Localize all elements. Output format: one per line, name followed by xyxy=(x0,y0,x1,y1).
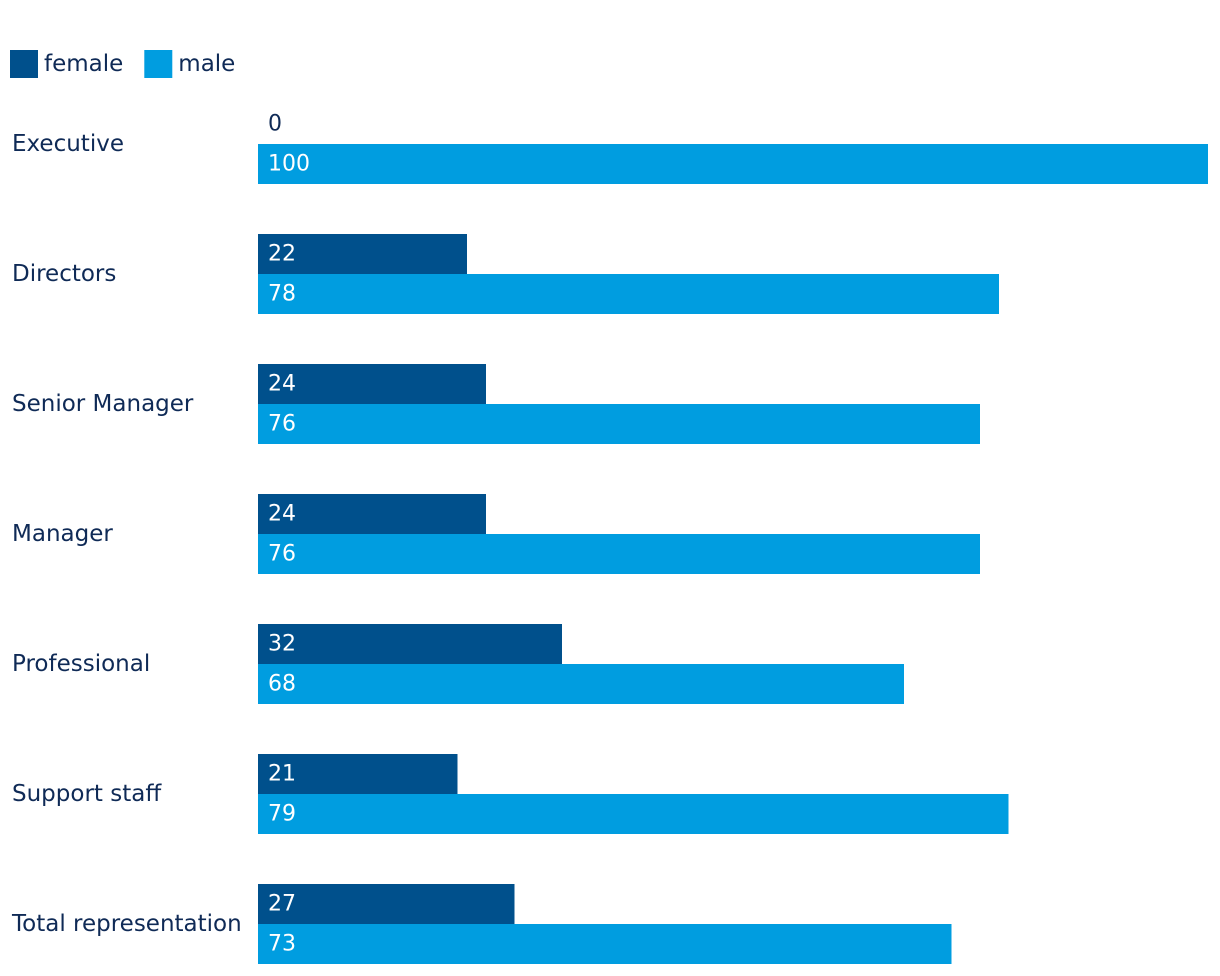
bar-male-senior-manager xyxy=(258,404,980,444)
bar-male-support-staff xyxy=(258,794,1009,834)
category-label-directors: Directors xyxy=(12,261,116,287)
value-label-male-professional: 68 xyxy=(268,672,296,697)
value-label-female-directors: 22 xyxy=(268,242,296,267)
bar-male-total-representation xyxy=(258,924,952,964)
value-label-male-total-representation: 73 xyxy=(268,932,296,957)
category-label-professional: Professional xyxy=(12,651,150,677)
category-label-manager: Manager xyxy=(12,521,113,547)
bar-female-directors xyxy=(258,234,467,274)
bar-male-professional xyxy=(258,664,904,704)
value-label-male-directors: 78 xyxy=(268,282,296,307)
legend-swatch-male xyxy=(144,50,173,78)
value-label-female-support-staff: 21 xyxy=(268,762,296,787)
category-label-support-staff: Support staff xyxy=(12,781,162,807)
category-label-executive: Executive xyxy=(12,131,124,157)
value-label-female-executive: 0 xyxy=(268,112,282,137)
category-label-total-representation: Total representation xyxy=(11,911,242,937)
value-label-female-total-representation: 27 xyxy=(268,892,296,917)
legend-label-female: female xyxy=(44,51,123,77)
value-label-male-senior-manager: 76 xyxy=(268,412,296,437)
bar-female-manager xyxy=(258,494,486,534)
value-label-female-manager: 24 xyxy=(268,502,296,527)
bar-female-senior-manager xyxy=(258,364,486,404)
bar-female-professional xyxy=(258,624,562,664)
value-label-female-professional: 32 xyxy=(268,632,296,657)
value-label-male-manager: 76 xyxy=(268,542,296,567)
bar-male-manager xyxy=(258,534,980,574)
bar-female-support-staff xyxy=(258,754,458,794)
legend-swatch-female xyxy=(10,50,38,78)
bar-male-executive xyxy=(258,144,1208,184)
value-label-male-support-staff: 79 xyxy=(268,802,296,827)
bar-male-directors xyxy=(258,274,999,314)
value-label-male-executive: 100 xyxy=(268,152,310,177)
legend-label-male: male xyxy=(178,51,235,77)
bar-female-total-representation xyxy=(258,884,515,924)
value-label-female-senior-manager: 24 xyxy=(268,372,296,397)
category-label-senior-manager: Senior Manager xyxy=(12,391,194,417)
